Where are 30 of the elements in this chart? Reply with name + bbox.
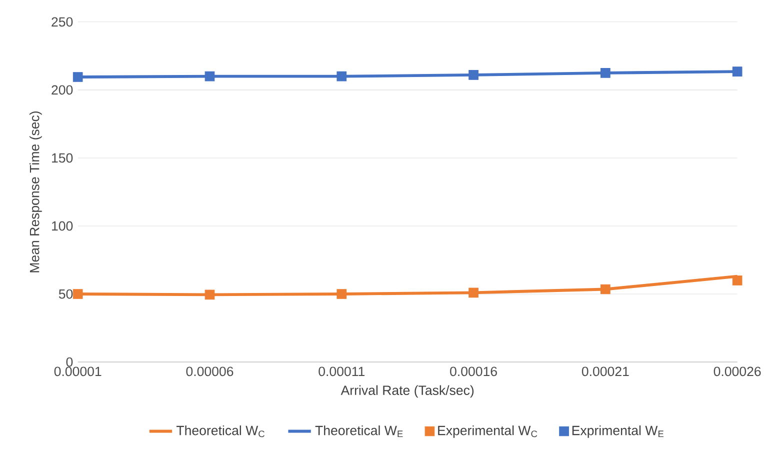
legend-label: Theoretical W$_{C}$ xyxy=(176,425,264,438)
point xyxy=(336,289,347,299)
y-tick-label: 50 xyxy=(58,289,73,299)
x-tick-label: 0.00006 xyxy=(186,366,234,376)
point xyxy=(468,70,478,80)
legend-label: Exprimental W$_{E}$ xyxy=(572,425,664,438)
point xyxy=(468,288,478,298)
y-axis-title: Mean Response Time (sec) xyxy=(30,111,42,272)
point xyxy=(732,275,742,286)
legend-label: Experimental W$_{C}$ xyxy=(438,425,538,438)
x-tick-label: 0.00011 xyxy=(318,366,365,376)
y-tick-label: 0 xyxy=(66,357,73,367)
point xyxy=(204,290,215,300)
x-tick-label: 0.00001 xyxy=(54,366,102,376)
y-tick-label: 250 xyxy=(52,17,73,27)
x-tick-label: 0.00026 xyxy=(714,366,761,376)
legend-label: Theoretical W$_{E}$ xyxy=(315,425,403,438)
x-tick-label: 0.00016 xyxy=(450,366,497,376)
point xyxy=(72,289,83,299)
point xyxy=(600,284,610,294)
point xyxy=(600,68,610,78)
x-axis-title: Arrival Rate (Task/sec) xyxy=(340,385,474,398)
y-tick-label: 200 xyxy=(52,85,73,95)
point xyxy=(72,72,83,82)
point xyxy=(732,66,742,76)
x-tick-label: 0.00021 xyxy=(582,366,629,376)
y-tick-label: 100 xyxy=(52,221,73,231)
point xyxy=(336,71,347,82)
y-tick-label: 150 xyxy=(52,153,73,163)
point xyxy=(204,71,215,82)
